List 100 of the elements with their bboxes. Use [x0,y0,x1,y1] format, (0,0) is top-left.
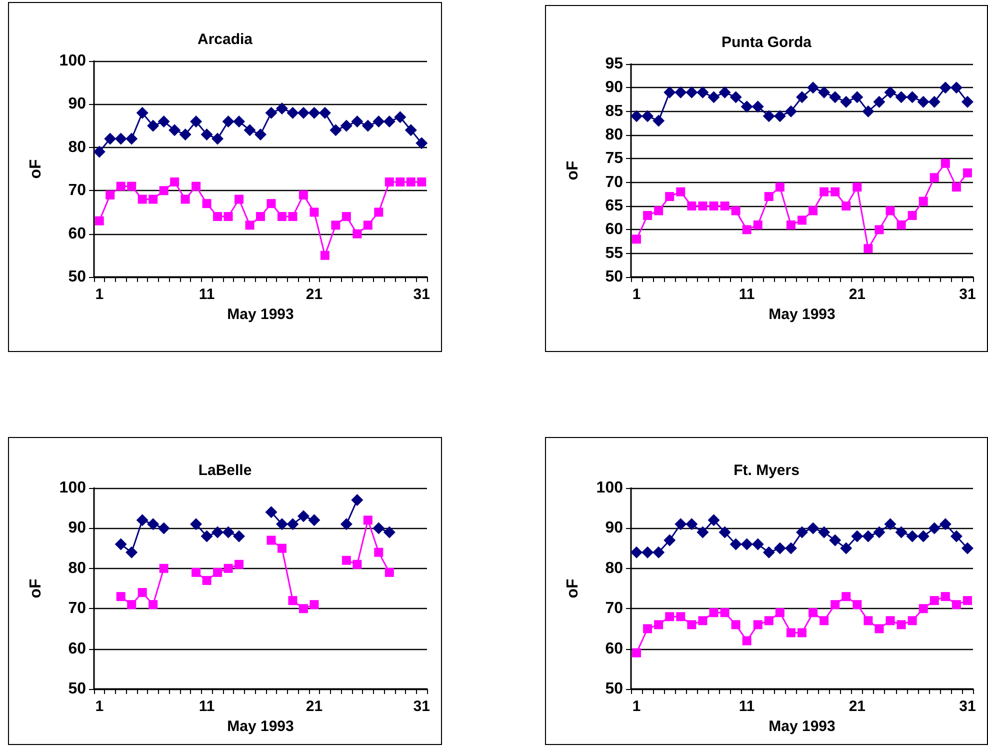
point [192,568,201,577]
point [363,220,372,230]
point [200,530,213,542]
y-tick-label: 80 [605,560,624,577]
point [939,518,952,530]
x-axis-title: May 1993 [768,718,836,735]
point [820,187,829,196]
point [807,82,820,94]
point [686,86,698,98]
point [406,177,416,186]
point [752,538,764,550]
point [630,546,643,558]
point [664,534,676,546]
point [126,132,138,145]
point [383,115,396,128]
point [352,560,362,569]
point [686,518,698,530]
point [796,91,808,104]
y-tick-label: 100 [59,52,86,70]
point [830,600,840,610]
point [762,110,775,122]
point [276,102,288,115]
point [330,124,342,136]
point [740,100,753,113]
point [222,115,234,128]
point [895,91,908,104]
point [417,177,426,186]
x-tick-label: 1 [632,286,641,303]
point [829,534,842,546]
point [718,526,731,538]
point [731,206,740,216]
point [148,600,158,610]
point [372,115,385,128]
point [884,518,896,530]
point [906,91,918,104]
point [254,128,266,140]
point [340,518,352,530]
point [310,208,319,217]
point [340,120,352,132]
point [886,206,895,216]
point [952,600,961,610]
x-tick-label: 11 [738,698,755,715]
point [762,546,775,558]
x-tick-label: 21 [306,286,323,303]
point [939,82,952,94]
point [687,202,696,210]
point [168,124,181,136]
point [784,105,797,118]
point [642,546,654,558]
y-tick-label: 70 [605,600,624,618]
point [212,132,224,145]
point [874,624,884,634]
point [114,132,127,145]
point [886,616,895,626]
point [116,182,126,191]
point [233,115,246,128]
point [918,604,928,614]
point [308,514,320,526]
x-tick-label: 21 [306,698,323,715]
point [148,194,158,204]
point [362,120,374,132]
point [138,588,147,598]
point [908,616,917,626]
point [266,199,276,208]
y-tick-label: 95 [605,56,624,72]
point [796,526,808,538]
point [104,132,116,145]
y-axis-title: oF [564,160,582,180]
point [807,522,820,534]
point [961,542,974,554]
point [224,212,233,222]
point [696,526,709,538]
point [840,542,852,554]
point [940,158,950,168]
point [288,596,298,606]
point [630,110,643,122]
point [652,114,665,127]
point [138,194,147,204]
point [830,187,840,196]
point [720,608,730,618]
point [632,234,642,244]
point [310,600,319,610]
y-tick-label: 80 [68,560,86,577]
point [818,526,830,538]
point [708,91,720,104]
point [277,212,286,222]
point [212,526,224,538]
y-tick-label: 85 [605,102,624,120]
point [224,564,233,573]
point [740,538,753,550]
point [676,612,686,622]
point [698,202,708,210]
point [404,124,417,136]
point [818,86,830,98]
y-tick-label: 70 [68,600,86,618]
point [928,522,940,534]
point [286,106,299,119]
point [297,106,310,119]
y-tick-label: 50 [605,268,624,286]
point [808,206,818,216]
